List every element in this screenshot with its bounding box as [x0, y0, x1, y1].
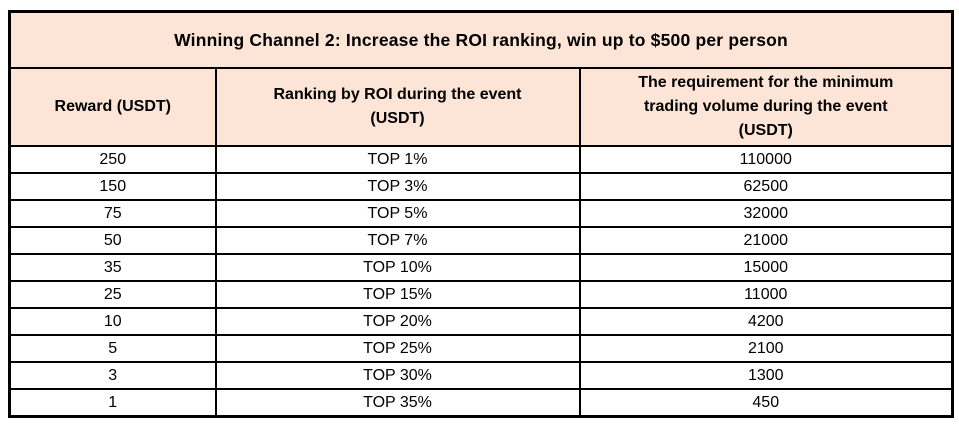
table-row: 25 TOP 15% 11000	[8, 280, 954, 309]
cell-volume: 2100	[578, 334, 954, 363]
table-row: 50 TOP 7% 21000	[8, 226, 954, 255]
table-row: 5 TOP 25% 2100	[8, 334, 954, 363]
cell-rank: TOP 10%	[214, 253, 581, 282]
table-row: 250 TOP 1% 110000	[8, 145, 954, 174]
cell-rank: TOP 5%	[214, 199, 581, 228]
cell-volume: 110000	[578, 145, 954, 174]
cell-rank: TOP 20%	[214, 307, 581, 336]
cell-volume: 11000	[578, 280, 954, 309]
cell-reward: 35	[8, 253, 217, 282]
table-header-row: Reward (USDT) Ranking by ROI during the …	[8, 67, 954, 147]
cell-reward: 1	[8, 388, 217, 418]
table-title-row: Winning Channel 2: Increase the ROI rank…	[8, 10, 954, 69]
cell-rank: TOP 7%	[214, 226, 581, 255]
cell-rank: TOP 25%	[214, 334, 581, 363]
cell-reward: 10	[8, 307, 217, 336]
cell-reward: 250	[8, 145, 217, 174]
cell-reward: 75	[8, 199, 217, 228]
table-row: 75 TOP 5% 32000	[8, 199, 954, 228]
cell-rank: TOP 30%	[214, 361, 581, 390]
cell-reward: 3	[8, 361, 217, 390]
cell-volume: 1300	[578, 361, 954, 390]
cell-reward: 25	[8, 280, 217, 309]
column-header-min-volume: The requirement for the minimum trading …	[578, 67, 954, 147]
cell-rank: TOP 15%	[214, 280, 581, 309]
roi-ranking-table: Winning Channel 2: Increase the ROI rank…	[8, 10, 955, 418]
table-title: Winning Channel 2: Increase the ROI rank…	[8, 10, 954, 69]
cell-rank: TOP 3%	[214, 172, 581, 201]
cell-reward: 150	[8, 172, 217, 201]
table-row: 35 TOP 10% 15000	[8, 253, 954, 282]
column-header-roi-ranking: Ranking by ROI during the event (USDT)	[214, 67, 581, 147]
cell-volume: 450	[578, 388, 954, 418]
cell-volume: 62500	[578, 172, 954, 201]
roi-ranking-table-wrap: Winning Channel 2: Increase the ROI rank…	[8, 10, 955, 418]
cell-volume: 15000	[578, 253, 954, 282]
table-row: 10 TOP 20% 4200	[8, 307, 954, 336]
table-row: 150 TOP 3% 62500	[8, 172, 954, 201]
cell-reward: 5	[8, 334, 217, 363]
cell-rank: TOP 1%	[214, 145, 581, 174]
column-header-reward: Reward (USDT)	[8, 67, 217, 147]
cell-volume: 21000	[578, 226, 954, 255]
table-row: 3 TOP 30% 1300	[8, 361, 954, 390]
table-row: 1 TOP 35% 450	[8, 388, 954, 418]
cell-volume: 32000	[578, 199, 954, 228]
cell-volume: 4200	[578, 307, 954, 336]
cell-reward: 50	[8, 226, 217, 255]
cell-rank: TOP 35%	[214, 388, 581, 418]
table-body: 250 TOP 1% 110000 150 TOP 3% 62500 75 TOP 5% 320…	[8, 145, 954, 418]
